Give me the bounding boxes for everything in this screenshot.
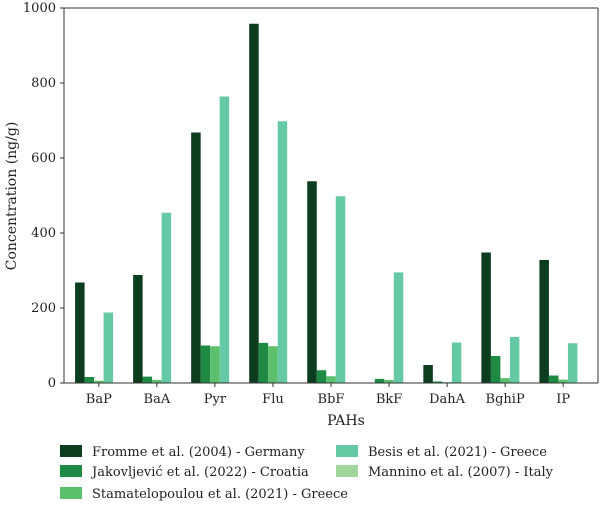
bar: [75, 282, 85, 383]
legend-swatch: [60, 445, 82, 457]
x-tick-label: BghiP: [486, 392, 525, 407]
y-tick-label: 0: [48, 376, 56, 391]
bar: [335, 196, 346, 383]
x-tick-label: Pyr: [204, 392, 227, 407]
x-tick-label: BbF: [318, 392, 345, 407]
bar: [393, 272, 404, 383]
y-axis-title: Concentration (ng/g): [4, 122, 20, 271]
bar: [481, 252, 491, 383]
bar: [103, 312, 114, 383]
legend-label: Jakovljević et al. (2022) - Croatia: [90, 465, 309, 480]
bar: [210, 346, 220, 383]
x-tick-label: BaP: [86, 392, 112, 407]
legend-swatch: [60, 487, 82, 499]
bar: [539, 260, 549, 383]
bar: [490, 356, 501, 383]
bar: [432, 381, 443, 383]
legend-label: Besis et al. (2021) - Greece: [368, 445, 547, 460]
bars-layer: [75, 23, 578, 383]
legend-swatch: [336, 445, 358, 457]
x-tick-label: Flu: [262, 392, 284, 407]
bar: [500, 378, 510, 383]
x-ticks: BaP BaA Pyr Flu BbF BkF DahA BghiP IP: [86, 383, 570, 407]
bar: [94, 380, 104, 383]
bar: [567, 343, 578, 383]
legend-label: Stamatelopoulou et al. (2021) - Greece: [92, 487, 348, 502]
bar: [374, 378, 385, 383]
bar: [509, 336, 520, 383]
x-tick-label: BaA: [144, 392, 171, 407]
bar: [191, 132, 201, 383]
x-tick-label: DahA: [429, 392, 466, 407]
bar: [268, 346, 278, 383]
bar: [133, 275, 143, 383]
bar: [219, 96, 230, 383]
y-tick-label: 1000: [23, 1, 56, 16]
y-tick-label: 400: [31, 226, 56, 241]
bar: [307, 181, 317, 383]
bar: [277, 121, 288, 383]
x-tick-label: BkF: [376, 392, 402, 407]
bar: [152, 380, 162, 383]
bar: [548, 375, 559, 383]
bar: [558, 379, 568, 383]
bar: [326, 376, 336, 383]
y-ticks: 0 200 400 600 800 1000: [23, 1, 64, 391]
x-tick-label: IP: [556, 392, 570, 407]
bar: [316, 370, 327, 383]
legend-label: Fromme et al. (2004) - Germany: [92, 445, 305, 460]
y-tick-label: 200: [31, 301, 56, 316]
bar: [200, 345, 211, 383]
bar: [249, 23, 259, 383]
bar: [451, 342, 462, 383]
legend-swatch: [60, 465, 82, 477]
legend-label: Mannino et al. (2007) - Italy: [368, 465, 554, 480]
bar: [161, 212, 172, 383]
y-tick-label: 800: [31, 76, 56, 91]
legend: Fromme et al. (2004) - Germany Jakovljevi…: [60, 445, 554, 502]
x-axis-title: PAHs: [327, 413, 365, 429]
bar: [142, 376, 153, 383]
bar: [258, 342, 269, 383]
bar: [384, 380, 394, 383]
y-tick-label: 600: [31, 151, 56, 166]
bar: [84, 377, 95, 383]
legend-swatch: [336, 465, 358, 477]
bar: [423, 365, 433, 383]
